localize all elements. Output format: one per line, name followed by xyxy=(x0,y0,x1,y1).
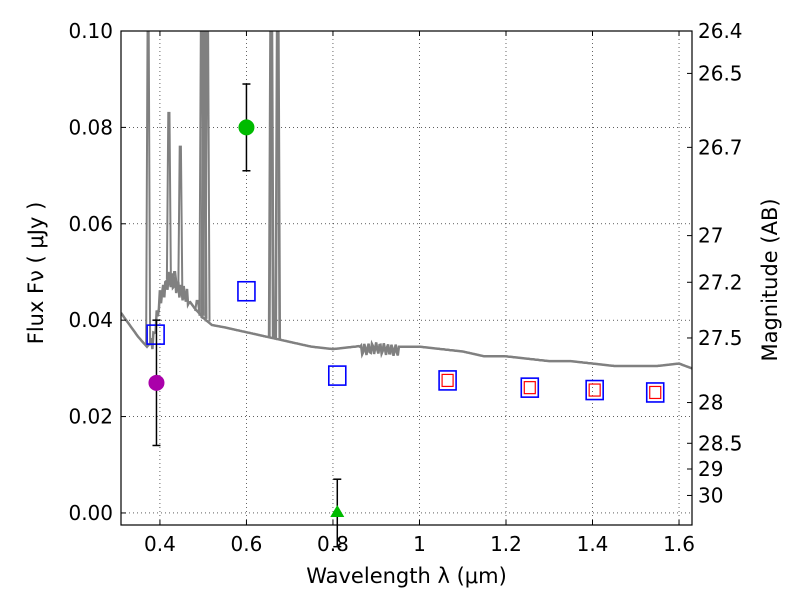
y2-tick-label: 29 xyxy=(698,457,723,481)
emission-line xyxy=(145,31,152,346)
y-tick-label: 0.10 xyxy=(68,19,113,43)
y-tick-label: 0.08 xyxy=(68,115,113,139)
emission-line xyxy=(204,31,211,322)
y-tick-label: 0.06 xyxy=(68,212,113,236)
observed-point xyxy=(238,119,255,136)
x-tick-label: 1.4 xyxy=(577,532,609,556)
y-tick-label: 0.00 xyxy=(68,501,113,525)
y2-tick-label: 27.5 xyxy=(698,326,743,350)
x-tick-label: 1.6 xyxy=(663,532,695,556)
model-photometry-square xyxy=(585,379,604,401)
emission-line xyxy=(177,145,184,290)
x-axis-title: Wavelength λ (μm) xyxy=(306,564,507,588)
data-markers xyxy=(146,83,665,548)
observed-point xyxy=(148,374,165,391)
y2-tick-label: 27 xyxy=(698,224,723,248)
emission-line xyxy=(165,111,172,280)
x-axis: 0.4 0.6 0.8 1 1.2 1.4 1.6 xyxy=(144,31,695,556)
model-photometry-inner-square xyxy=(588,383,601,397)
spectrum xyxy=(121,31,692,370)
model-photometry-square xyxy=(327,365,347,386)
model-photometry-square xyxy=(438,370,457,391)
plot-area xyxy=(121,31,692,525)
x-tick-label: 0.8 xyxy=(317,532,349,556)
emission-line xyxy=(268,31,275,338)
emission-line xyxy=(161,285,168,290)
x-tick-label: 1.2 xyxy=(490,532,522,556)
emission-line xyxy=(275,31,282,340)
y2-tick-label: 26.5 xyxy=(698,61,743,85)
model-photometry-inner-square xyxy=(523,381,536,395)
x-tick-label: 0.4 xyxy=(144,532,176,556)
y2-axis-title: Magnitude (AB) xyxy=(758,198,782,361)
y2-tick-label: 27.2 xyxy=(698,270,743,294)
model-photometry-square xyxy=(146,324,165,345)
x-tick-label: 0.6 xyxy=(231,532,263,556)
model-photometry-square xyxy=(237,280,256,302)
model-photometry-inner-square xyxy=(441,373,454,388)
plot-frame xyxy=(120,30,693,526)
y2-tick-label: 30 xyxy=(698,483,723,507)
x-tick-label: 1 xyxy=(413,532,426,556)
y-tick-label: 0.04 xyxy=(68,308,113,332)
y-axis-title: Flux Fν ( μJy ) xyxy=(24,202,48,345)
y2-tick-label: 28 xyxy=(698,391,723,415)
spectrum-continuum xyxy=(121,271,692,370)
y2-tick-label: 28.5 xyxy=(698,431,743,455)
y2-tick-label: 26.7 xyxy=(698,135,743,159)
emission-line xyxy=(171,270,178,285)
y2-tick-label: 26.4 xyxy=(698,19,743,43)
model-photometry-square xyxy=(520,377,540,398)
model-photometry-inner-square xyxy=(649,385,662,400)
model-photometry-square xyxy=(645,382,665,403)
upper-limit-marker xyxy=(330,504,345,517)
y-axis: 0.00 0.02 0.04 0.06 0.08 0.10 xyxy=(68,19,126,525)
y-tick-label: 0.02 xyxy=(68,405,113,429)
